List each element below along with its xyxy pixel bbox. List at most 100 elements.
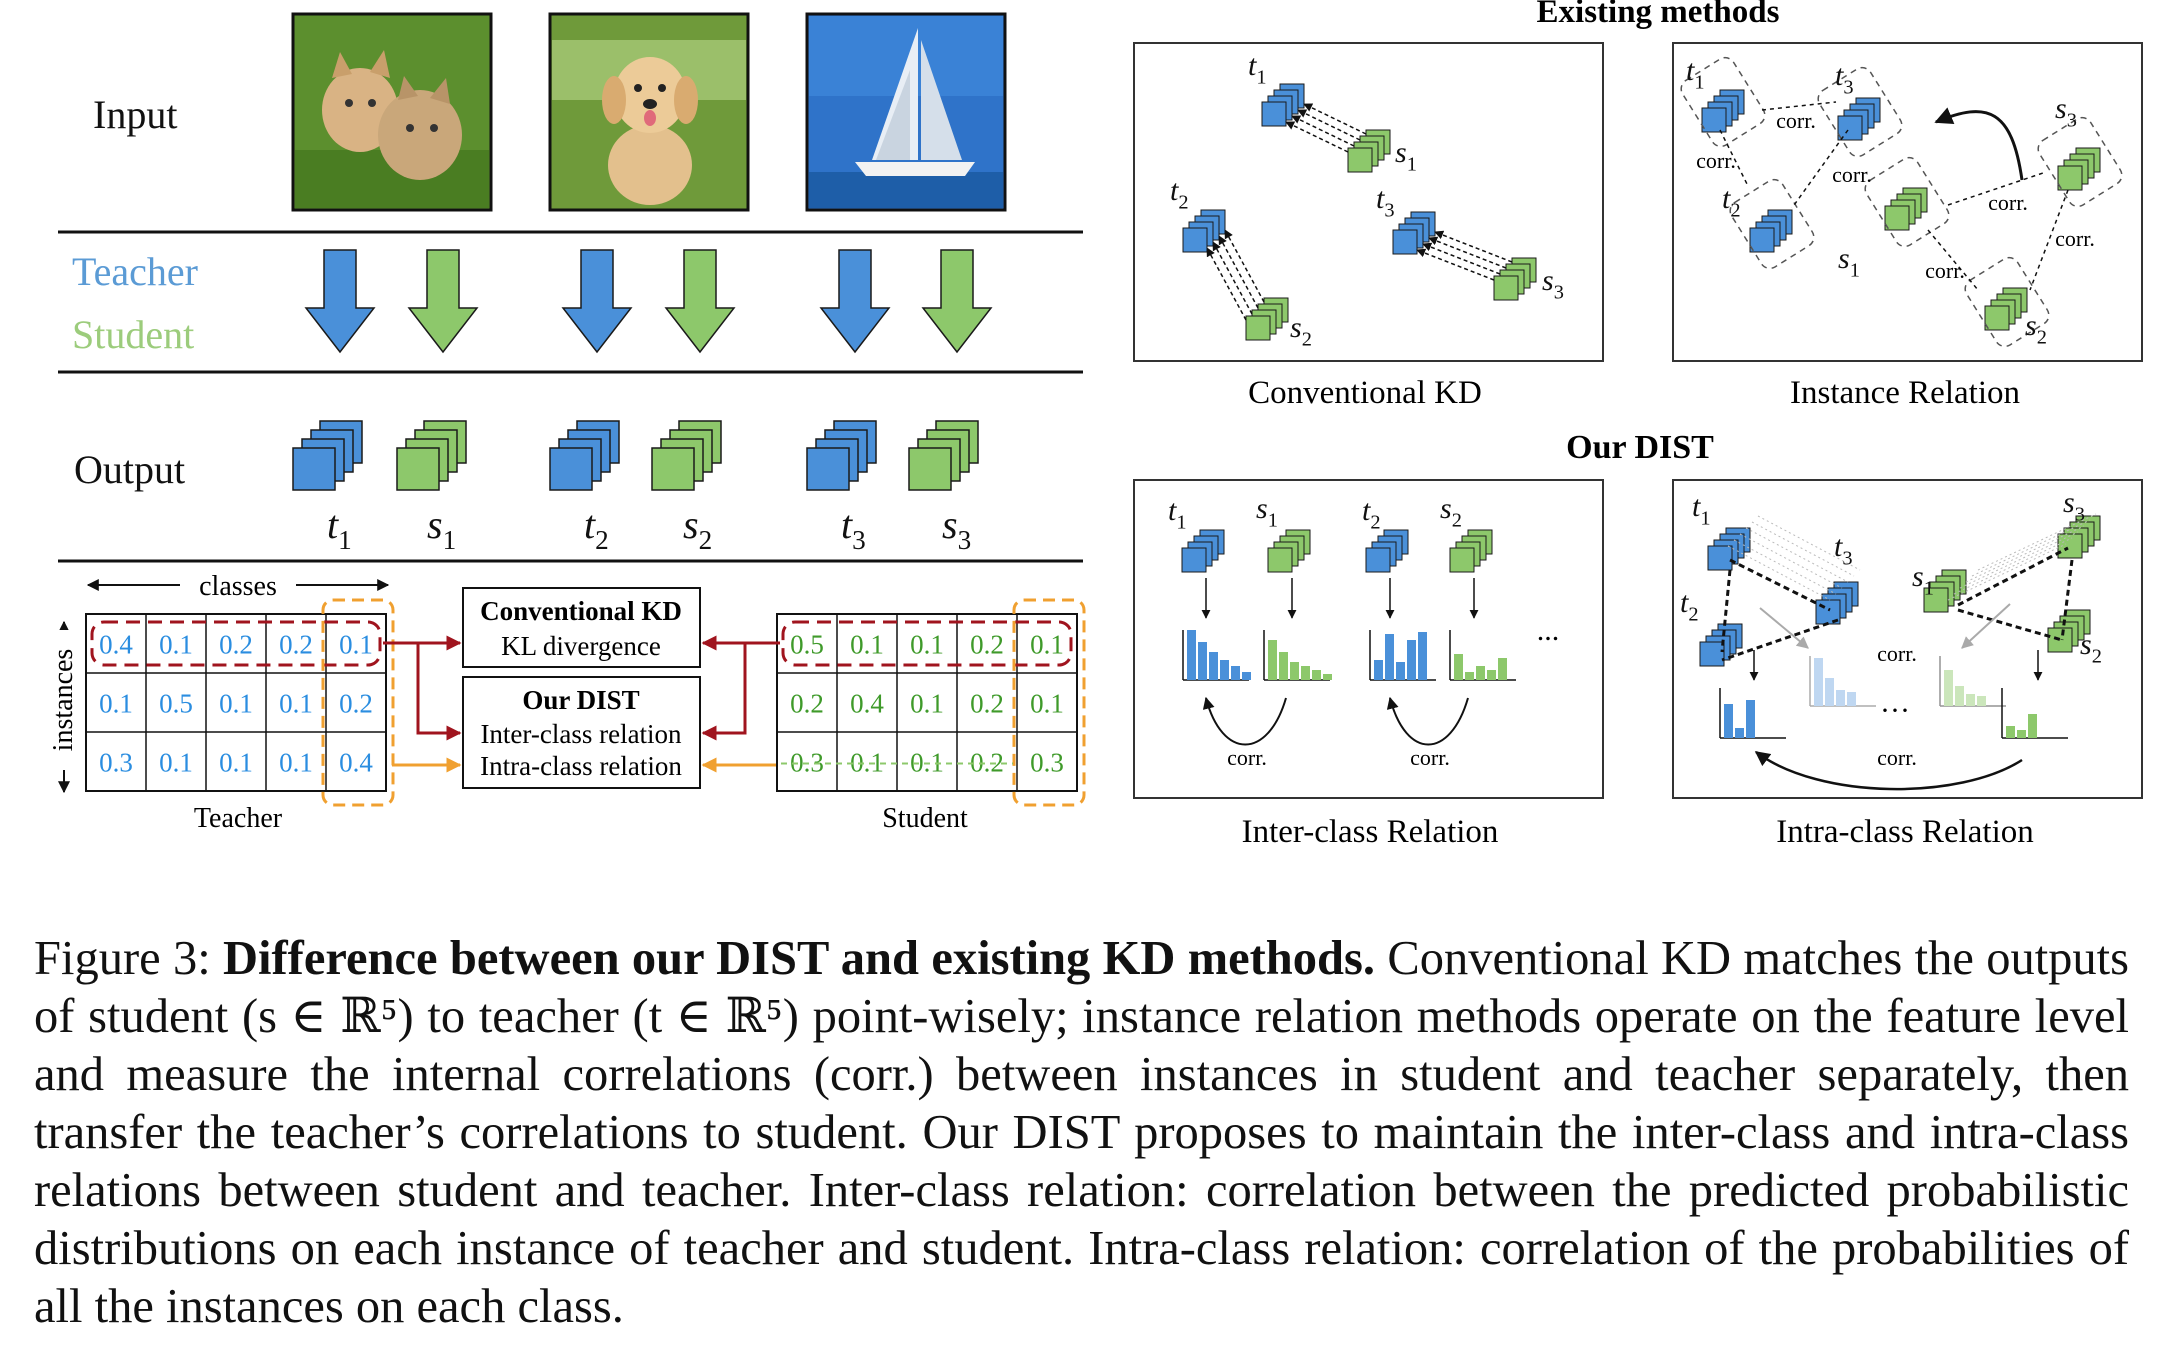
matrix-cell: 0.1 xyxy=(159,630,193,660)
teacher-cubes xyxy=(1749,209,1793,253)
transfer-arrow xyxy=(1934,107,2024,181)
conventional-kd-panel xyxy=(1133,42,1604,362)
matrix-cell: 0.3 xyxy=(1030,748,1064,778)
corr-line xyxy=(1720,569,1732,653)
matrix-cell: 0.2 xyxy=(970,630,1004,660)
matrix-cell: 0.2 xyxy=(790,689,824,719)
kl-divergence-label: KL divergence xyxy=(501,631,661,661)
student-label: s2 xyxy=(1440,492,1462,531)
corr-label: corr. xyxy=(2055,226,2095,251)
faint-line xyxy=(1953,537,2073,595)
kd-arrow xyxy=(1303,103,1367,135)
group-outline xyxy=(1680,56,1766,148)
student-cubes xyxy=(2057,147,2101,191)
student-label: s2 xyxy=(2080,628,2102,667)
teacher-matrix: 0.4 0.1 0.2 0.2 0.1 0.1 0.5 0.1 0.1 0.2 0.3 0.1 0.1 0… xyxy=(85,598,395,807)
student-label: s2 xyxy=(2025,309,2047,348)
conventional-kd-box xyxy=(462,587,701,668)
inter-class-relation-label: Inter-class relation xyxy=(480,719,682,749)
teacher-cubes xyxy=(1365,529,1409,573)
instances-label: instances xyxy=(48,649,79,752)
output-label-s2: s2 xyxy=(683,502,712,555)
existing-methods-title: Existing methods xyxy=(1537,0,1780,30)
intra-class-caption: Intra-class Relation xyxy=(1776,814,2034,850)
student-cubes xyxy=(1267,529,1311,573)
right-panel: Existing methods Our DIST Conventional K… xyxy=(1133,0,2143,850)
student-histogram xyxy=(1449,630,1516,681)
matrix-cell: 0.4 xyxy=(99,630,133,660)
output-label-s3: s3 xyxy=(942,502,971,555)
corr-line xyxy=(1927,229,1979,291)
matrix-cell: 0.2 xyxy=(339,689,373,719)
corr-label: corr. xyxy=(1410,745,1450,770)
caption-text: Conventional KD matches the outputs of s… xyxy=(34,932,2130,1333)
student-cubes xyxy=(1449,529,1493,573)
corr-arrow xyxy=(1754,750,2023,791)
teacher-label: t2 xyxy=(1362,494,1381,533)
group-outline xyxy=(1964,256,2050,348)
teacher-cubes xyxy=(1261,83,1305,127)
faint-line xyxy=(1727,545,1831,601)
corr-label: corr. xyxy=(1696,148,1736,173)
teacher-label: t2 xyxy=(1170,174,1189,213)
faint-line xyxy=(1959,531,2079,589)
corr-line xyxy=(1791,129,1849,209)
grey-arrow xyxy=(1759,607,1809,649)
teacher-label: t2 xyxy=(1680,586,1699,625)
sailboat-photo xyxy=(805,12,1007,212)
corr-label: corr. xyxy=(1832,162,1872,187)
matrix-cell: 0.1 xyxy=(219,689,253,719)
student-label: s1 xyxy=(1838,242,1860,281)
matrix-cell: 0.1 xyxy=(850,630,884,660)
corr-line xyxy=(1729,558,1831,612)
student-output-cubes xyxy=(651,420,722,491)
matrix-cell: 0.1 xyxy=(339,630,373,660)
input-label: Input xyxy=(93,92,177,137)
matrix-cell: 0.2 xyxy=(970,689,1004,719)
faint-line xyxy=(1739,533,1843,589)
student-label: s1 xyxy=(1912,560,1934,599)
faint-student-histogram xyxy=(1939,656,2006,707)
teacher-cubes xyxy=(1392,211,1436,255)
teacher-label: t1 xyxy=(1686,54,1705,93)
student-cubes xyxy=(1493,257,1537,301)
corr-line xyxy=(1957,608,2063,642)
conventional-kd-caption: Conventional KD xyxy=(1248,375,1482,411)
student-arrow xyxy=(921,249,993,354)
faint-line xyxy=(1757,515,1861,571)
classes-label: classes xyxy=(199,571,277,602)
teacher-arrow xyxy=(561,249,633,354)
matrix-cell: 0.1 xyxy=(1030,689,1064,719)
faint-line xyxy=(1965,525,2085,583)
faint-teacher-histogram xyxy=(1809,656,1876,707)
faint-line xyxy=(1947,543,2067,601)
teacher-output-cubes xyxy=(549,420,620,491)
student-label: s3 xyxy=(2063,486,2085,525)
teacher-cubes xyxy=(1707,527,1751,571)
teacher-to-kd-arrows xyxy=(383,635,780,773)
kittens-photo xyxy=(291,12,493,212)
kd-arrow xyxy=(1297,109,1361,141)
kd-arrow xyxy=(1285,121,1349,153)
corr-arrow xyxy=(1386,696,1469,746)
matrix-frame xyxy=(776,613,1078,792)
teacher-label: t2 xyxy=(1722,182,1741,221)
output-label-s1: s1 xyxy=(427,502,456,555)
matrix-cell: 0.4 xyxy=(850,689,884,719)
faint-line xyxy=(1977,513,2097,571)
student-output-cubes xyxy=(908,420,979,491)
corr-line xyxy=(2060,559,2074,641)
matrix-cell: 0.1 xyxy=(279,689,313,719)
instance-relation-caption: Instance Relation xyxy=(1790,375,2020,411)
left-panel: Input Teacher Student Output xyxy=(48,12,1086,834)
matrix-cell: 0.1 xyxy=(159,748,193,778)
teacher-output-cubes xyxy=(292,420,363,491)
student-matrix: 0.5 0.1 0.1 0.2 0.10.2 0.4 0.1 0.2 0.10.3 0.1 0.1 0… xyxy=(776,598,1086,807)
teacher-label: t3 xyxy=(1835,59,1854,98)
figure-caption: Figure 3: Difference between our DIST an… xyxy=(34,930,2129,1336)
caption-label: Figure 3: xyxy=(34,932,211,985)
group-outline xyxy=(1817,66,1903,158)
row-highlight xyxy=(781,620,1073,667)
our-dist-box xyxy=(462,676,701,789)
teacher-histogram xyxy=(1719,688,1786,739)
